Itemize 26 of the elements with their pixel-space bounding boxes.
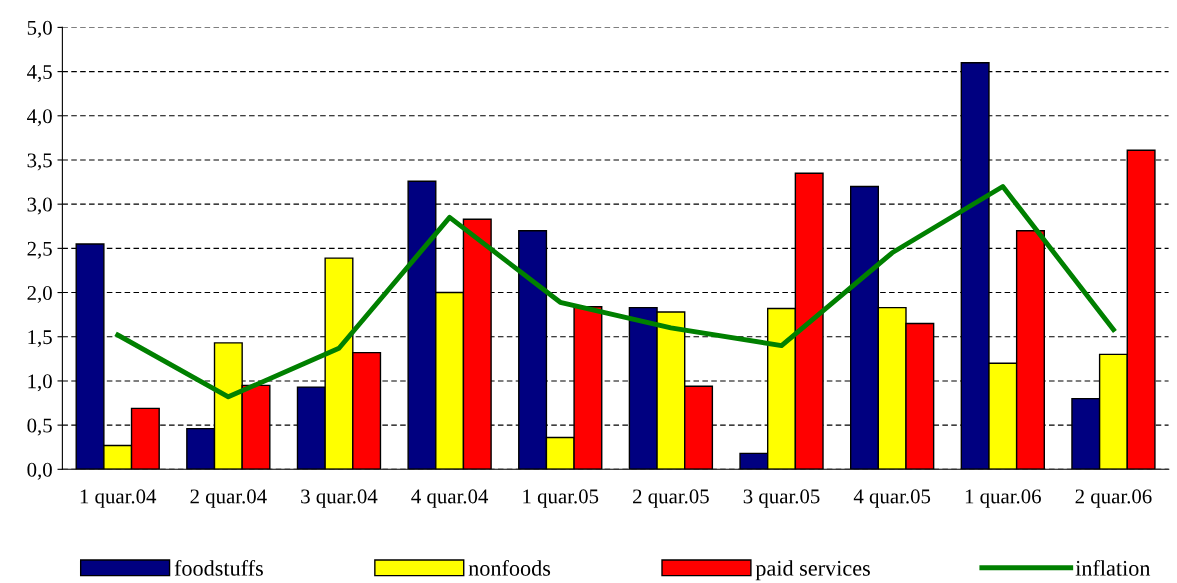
- x-tick-label: 2 quar.06: [1075, 489, 1152, 508]
- y-tick-label: 1,0: [28, 374, 52, 392]
- y-tick-label: 2,0: [27, 285, 52, 303]
- y-tick-label: 0,5: [27, 418, 52, 436]
- y-tick-label: 3,5: [27, 153, 52, 171]
- y-tick-label: 2,5: [27, 241, 52, 259]
- y-tick-label: 4,5: [27, 65, 52, 83]
- x-tick-label: 2 quar.05: [633, 489, 709, 508]
- x-tick-label: 4 quar.04: [411, 489, 489, 508]
- x-tick-label: 1 quar.06: [965, 489, 1041, 508]
- x-tick-label: 1 quar.04: [80, 489, 157, 508]
- x-tick-label: 3 quar.05: [743, 489, 820, 508]
- x-tick-label: 1 quar.05: [523, 489, 599, 508]
- y-tick-label: 5,0: [27, 20, 52, 38]
- y-tick-label: 0,0: [27, 462, 52, 480]
- x-tick-label: 4 quar.05: [853, 489, 931, 508]
- y-tick-label: 4,0: [27, 109, 52, 127]
- line-series: [115, 184, 1116, 400]
- legend-label: nonfoods: [468, 559, 551, 576]
- x-tick-label: 2 quar.04: [190, 489, 267, 508]
- y-tick-label: 1,5: [28, 330, 52, 348]
- legend-label: foodstuffs: [174, 559, 263, 576]
- y-tick-label: 3,0: [27, 197, 52, 215]
- legend-label: paid services: [755, 560, 870, 581]
- x-tick-label: 3 quar.04: [301, 489, 378, 508]
- legend-label: inflation: [1075, 559, 1151, 576]
